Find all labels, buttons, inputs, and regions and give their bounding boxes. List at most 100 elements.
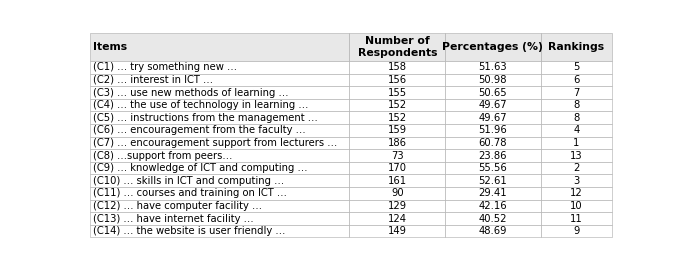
Text: 6: 6 bbox=[573, 75, 580, 85]
Bar bbox=[445, 162, 540, 174]
Text: 5: 5 bbox=[573, 62, 580, 72]
Text: 4: 4 bbox=[573, 125, 580, 135]
Text: 42.16: 42.16 bbox=[479, 201, 507, 211]
Bar bbox=[90, 137, 349, 149]
Text: 152: 152 bbox=[388, 113, 407, 123]
Bar bbox=[540, 225, 612, 237]
Bar bbox=[90, 99, 349, 111]
Bar bbox=[90, 74, 349, 86]
Bar bbox=[540, 74, 612, 86]
Bar bbox=[445, 187, 540, 200]
Text: (C5) … instructions from the management …: (C5) … instructions from the management … bbox=[93, 113, 318, 123]
Text: 49.67: 49.67 bbox=[479, 113, 507, 123]
Text: 129: 129 bbox=[388, 201, 407, 211]
Bar bbox=[90, 162, 349, 174]
Text: 186: 186 bbox=[388, 138, 407, 148]
Text: 49.67: 49.67 bbox=[479, 100, 507, 110]
Text: 48.69: 48.69 bbox=[479, 226, 507, 236]
Text: 60.78: 60.78 bbox=[479, 138, 507, 148]
Bar bbox=[540, 124, 612, 137]
Bar bbox=[445, 212, 540, 225]
Text: 12: 12 bbox=[570, 188, 583, 198]
Bar bbox=[349, 74, 445, 86]
Bar bbox=[349, 61, 445, 74]
Bar bbox=[90, 174, 349, 187]
Bar bbox=[540, 200, 612, 212]
Bar bbox=[90, 86, 349, 99]
Text: 29.41: 29.41 bbox=[479, 188, 507, 198]
Bar bbox=[90, 61, 349, 74]
Bar bbox=[90, 187, 349, 200]
Bar bbox=[540, 212, 612, 225]
Bar bbox=[540, 99, 612, 111]
Text: Items: Items bbox=[93, 42, 127, 52]
Text: (C13) … have internet facility …: (C13) … have internet facility … bbox=[93, 214, 253, 224]
Text: Percentages (%): Percentages (%) bbox=[443, 42, 543, 52]
Bar bbox=[349, 99, 445, 111]
Text: (C6) … encouragement from the faculty …: (C6) … encouragement from the faculty … bbox=[93, 125, 306, 135]
Text: 156: 156 bbox=[388, 75, 407, 85]
Bar bbox=[90, 149, 349, 162]
Bar bbox=[445, 86, 540, 99]
Text: 161: 161 bbox=[388, 176, 407, 186]
Text: 124: 124 bbox=[388, 214, 407, 224]
Bar bbox=[90, 124, 349, 137]
Bar bbox=[90, 111, 349, 124]
Text: 55.56: 55.56 bbox=[479, 163, 508, 173]
Text: (C2) … interest in ICT …: (C2) … interest in ICT … bbox=[93, 75, 213, 85]
Bar bbox=[349, 86, 445, 99]
Text: 155: 155 bbox=[388, 88, 407, 98]
Text: (C10) … skills in ICT and computing …: (C10) … skills in ICT and computing … bbox=[93, 176, 284, 186]
Bar bbox=[540, 137, 612, 149]
Bar bbox=[349, 200, 445, 212]
Bar bbox=[349, 137, 445, 149]
Text: 11: 11 bbox=[570, 214, 583, 224]
Bar bbox=[349, 212, 445, 225]
Text: Rankings: Rankings bbox=[549, 42, 605, 52]
Text: 159: 159 bbox=[388, 125, 407, 135]
Text: 152: 152 bbox=[388, 100, 407, 110]
Bar bbox=[445, 137, 540, 149]
Text: (C12) … have computer facility …: (C12) … have computer facility … bbox=[93, 201, 262, 211]
Text: 13: 13 bbox=[570, 151, 583, 161]
Bar bbox=[540, 149, 612, 162]
Text: 73: 73 bbox=[391, 151, 403, 161]
Bar bbox=[90, 225, 349, 237]
Bar bbox=[445, 225, 540, 237]
Bar bbox=[90, 200, 349, 212]
Text: 170: 170 bbox=[388, 163, 407, 173]
Bar bbox=[349, 111, 445, 124]
Bar bbox=[445, 61, 540, 74]
Bar bbox=[445, 111, 540, 124]
Bar bbox=[540, 61, 612, 74]
Text: 7: 7 bbox=[573, 88, 580, 98]
Text: 2: 2 bbox=[573, 163, 580, 173]
Text: 23.86: 23.86 bbox=[479, 151, 507, 161]
Bar bbox=[445, 149, 540, 162]
Text: 10: 10 bbox=[570, 201, 583, 211]
Bar bbox=[540, 86, 612, 99]
Text: 52.61: 52.61 bbox=[479, 176, 508, 186]
Text: (C3) … use new methods of learning …: (C3) … use new methods of learning … bbox=[93, 88, 288, 98]
Text: 40.52: 40.52 bbox=[479, 214, 507, 224]
Text: (C11) … courses and training on ICT …: (C11) … courses and training on ICT … bbox=[93, 188, 287, 198]
Text: 158: 158 bbox=[388, 62, 407, 72]
Text: 50.98: 50.98 bbox=[479, 75, 507, 85]
Text: Number of
Respondents: Number of Respondents bbox=[358, 36, 437, 58]
Bar bbox=[540, 174, 612, 187]
Text: 90: 90 bbox=[391, 188, 403, 198]
Bar bbox=[349, 33, 445, 61]
Text: (C4) … the use of technology in learning …: (C4) … the use of technology in learning… bbox=[93, 100, 308, 110]
Text: 149: 149 bbox=[388, 226, 407, 236]
Text: 50.65: 50.65 bbox=[479, 88, 507, 98]
Bar bbox=[540, 187, 612, 200]
Bar bbox=[445, 124, 540, 137]
Text: (C7) … encouragement support from lecturers …: (C7) … encouragement support from lectur… bbox=[93, 138, 337, 148]
Text: 51.63: 51.63 bbox=[479, 62, 507, 72]
Text: (C8) …support from peers…: (C8) …support from peers… bbox=[93, 151, 232, 161]
Bar bbox=[349, 162, 445, 174]
Bar bbox=[445, 99, 540, 111]
Bar bbox=[540, 33, 612, 61]
Bar bbox=[349, 174, 445, 187]
Bar bbox=[349, 149, 445, 162]
